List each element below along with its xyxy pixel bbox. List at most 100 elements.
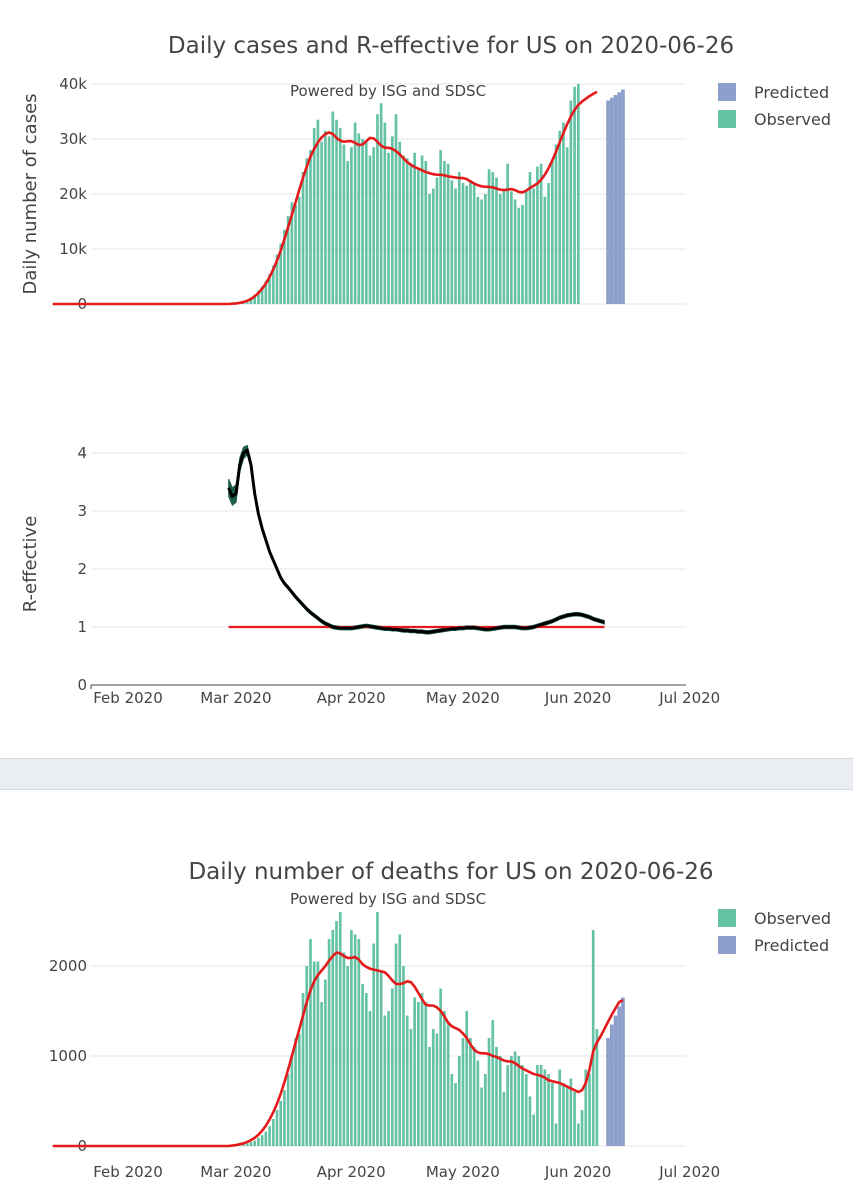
legend-observed-swatch[interactable]: [718, 110, 736, 128]
deaths-observed-bar: [562, 1083, 565, 1146]
deaths-observed-bar: [465, 1011, 469, 1146]
r-effective-curve[interactable]: [227, 448, 605, 634]
deaths-figure: Daily number of deaths for US on 2020-06…: [49, 859, 831, 1181]
deaths-observed-bar: [502, 1092, 506, 1146]
deaths-y-tick-label: 1000: [49, 1047, 87, 1065]
cases-observed-bar: [327, 136, 331, 304]
cases-observed-bar: [264, 280, 268, 304]
deaths-observed-bar: [342, 952, 346, 1146]
cases-legend[interactable]: Predicted Observed: [718, 83, 831, 129]
deaths-observed-bar: [532, 1114, 536, 1146]
cases-fit-curve[interactable]: [52, 90, 598, 306]
cases-observed-bar: [275, 254, 279, 304]
legend-observed-label[interactable]: Observed: [754, 909, 831, 928]
cases-y-tick-label: 20k: [59, 185, 87, 203]
legend-predicted-swatch[interactable]: [718, 936, 736, 954]
deaths-fit-curve[interactable]: [52, 951, 624, 1148]
cases-observed-bar: [335, 119, 338, 304]
deaths-observed-bar: [283, 1090, 286, 1146]
cases-observed-bar: [342, 144, 346, 304]
deaths-observed-bar: [357, 939, 361, 1146]
figure-separator: [0, 758, 853, 790]
cases-observed-bar: [461, 183, 465, 304]
cases-observed-bar: [297, 196, 301, 304]
deaths-observed-bar: [316, 961, 320, 1146]
cases-observed-bar: [331, 111, 335, 304]
cases-observed-bar: [361, 139, 364, 304]
cases-observed-bar: [249, 297, 253, 304]
cases-observed-bar: [498, 194, 502, 304]
deaths-observed-bar: [327, 939, 331, 1146]
deaths-observed-bar: [364, 993, 368, 1146]
r-x-tick-label: May 2020: [426, 689, 500, 707]
deaths-observed-bar: [242, 1144, 245, 1146]
cases-observed-bar: [268, 273, 271, 304]
cases-observed-bar: [383, 122, 387, 304]
r-x-tick-label: Apr 2020: [317, 689, 386, 707]
cases-observed-bar: [420, 155, 424, 304]
r-y-tick-label: 2: [77, 560, 87, 578]
deaths-observed-bar: [588, 1074, 591, 1146]
cases-predicted-bar: [621, 89, 625, 304]
r-gridlines: [91, 452, 686, 628]
cases-observed-bar: [286, 216, 290, 304]
deaths-predicted-bar: [613, 1015, 618, 1146]
deaths-observed-bar: [450, 1074, 454, 1146]
deaths-observed-bar: [543, 1069, 547, 1146]
deaths-observed-bar: [472, 1047, 476, 1146]
deaths-observed-bar: [547, 1074, 550, 1146]
cases-observed-bar: [435, 177, 439, 304]
cases-observed-bar: [521, 205, 524, 304]
deaths-predicted-bar: [606, 1038, 610, 1146]
deaths-observed-bar: [409, 1029, 413, 1146]
cases-observed-bar: [454, 188, 457, 304]
cases-observed-bar: [539, 163, 543, 304]
deaths-observed-bar: [428, 1047, 431, 1146]
deaths-observed-bar: [398, 934, 402, 1146]
deaths-observed-bar: [271, 1119, 275, 1146]
cases-observed-bar: [294, 205, 297, 304]
deaths-observed-bar: [517, 1056, 521, 1146]
cases-predicted-bar: [606, 100, 610, 304]
deaths-observed-bar: [513, 1051, 517, 1146]
deaths-observed-bar: [305, 966, 309, 1146]
deaths-observed-bar: [286, 1074, 290, 1146]
cases-observed-bar: [480, 199, 483, 304]
deaths-observed-bar: [268, 1126, 271, 1146]
cases-bars[interactable]: [231, 84, 625, 304]
cases-observed-bar: [390, 136, 394, 304]
deaths-observed-bar: [301, 993, 305, 1146]
cases-observed-bar: [554, 144, 558, 304]
r-x-tick-label: Mar 2020: [200, 689, 271, 707]
deaths-observed-bar: [309, 939, 312, 1146]
legend-observed-label[interactable]: Observed: [754, 110, 831, 129]
cases-observed-bar: [472, 183, 476, 304]
deaths-observed-bar: [446, 1024, 450, 1146]
cases-observed-bar: [372, 147, 376, 304]
deaths-legend[interactable]: Observed Predicted: [718, 909, 831, 955]
cases-y-axis-label: Daily number of cases: [20, 93, 41, 294]
cases-observed-bar: [305, 158, 309, 304]
deaths-predicted-bar: [621, 997, 625, 1146]
deaths-observed-bar: [353, 934, 357, 1146]
deaths-fit-line: [52, 951, 624, 1148]
deaths-x-tick-label: Jul 2020: [658, 1163, 720, 1181]
deaths-observed-bar: [257, 1137, 260, 1146]
deaths-bars[interactable]: [231, 912, 625, 1146]
deaths-x-axis: Feb 2020 Mar 2020 Apr 2020 May 2020 Jun 2020…: [93, 1163, 720, 1181]
deaths-observed-bar: [417, 1002, 420, 1146]
legend-predicted-label[interactable]: Predicted: [754, 936, 829, 955]
deaths-observed-bar: [346, 966, 350, 1146]
deaths-x-tick-label: Apr 2020: [317, 1163, 386, 1181]
deaths-observed-bar: [528, 1096, 532, 1146]
legend-predicted-swatch[interactable]: [718, 83, 736, 101]
cases-observed-bar: [257, 290, 260, 304]
legend-observed-swatch[interactable]: [718, 909, 736, 927]
legend-predicted-label[interactable]: Predicted: [754, 83, 829, 102]
cases-observed-bar: [446, 163, 450, 304]
deaths-observed-bar: [294, 1038, 297, 1146]
deaths-observed-bar: [420, 993, 424, 1146]
cases-observed-bar: [409, 163, 413, 304]
cases-observed-bar: [450, 180, 454, 304]
